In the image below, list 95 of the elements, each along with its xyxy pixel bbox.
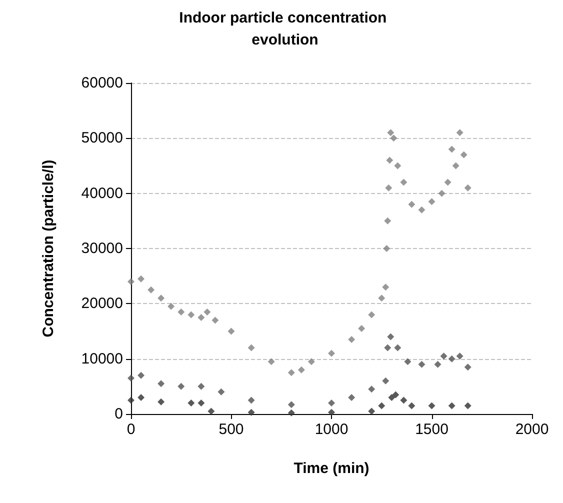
point	[434, 360, 442, 368]
point	[368, 408, 376, 415]
point	[448, 355, 456, 362]
y-tick-label: 40000	[81, 184, 123, 202]
point	[138, 394, 145, 401]
y-tick-label: 50000	[81, 130, 123, 147]
y-axis-title: Concentration (particle/l)	[40, 160, 57, 338]
point	[128, 374, 134, 382]
x-tick-label: 2000	[515, 421, 549, 438]
point	[394, 162, 402, 170]
point	[404, 358, 412, 366]
point	[440, 352, 448, 360]
point	[378, 402, 386, 410]
point	[383, 245, 390, 252]
point	[448, 146, 456, 153]
y-tick-label: 30000	[81, 240, 123, 257]
point	[460, 151, 468, 158]
point	[288, 401, 295, 408]
chart-title: Indoor particle concentration evolution	[179, 10, 391, 48]
point	[400, 178, 408, 186]
point	[218, 388, 225, 396]
point	[188, 311, 195, 318]
point	[456, 352, 464, 360]
point	[138, 275, 145, 282]
point	[178, 308, 185, 316]
point	[298, 366, 305, 374]
point	[188, 399, 195, 406]
point	[387, 333, 394, 340]
point	[394, 344, 402, 352]
point	[428, 198, 436, 206]
point	[390, 134, 398, 142]
point	[208, 408, 215, 415]
point	[248, 408, 255, 416]
point	[178, 382, 185, 390]
point	[400, 396, 408, 404]
y-tick-label: 0	[114, 406, 123, 422]
x-tick-label: 1000	[314, 421, 348, 438]
point	[168, 302, 175, 310]
point	[128, 396, 134, 404]
point	[212, 316, 219, 324]
point	[382, 284, 390, 291]
point	[158, 294, 165, 302]
point	[198, 382, 205, 390]
point	[448, 402, 456, 410]
point	[158, 380, 165, 388]
point	[228, 328, 235, 335]
point	[328, 408, 335, 416]
point	[452, 162, 460, 170]
y-tick-label: 20000	[81, 295, 123, 312]
x-tick-label: 500	[218, 421, 244, 438]
point	[358, 324, 366, 332]
y-tick-label: 10000	[81, 350, 123, 368]
point	[198, 314, 205, 321]
point	[444, 178, 452, 186]
point	[288, 369, 295, 376]
point	[268, 358, 275, 366]
point	[387, 129, 394, 136]
point	[464, 364, 472, 371]
y-tick-label: 60000	[81, 74, 123, 92]
point	[128, 278, 134, 286]
point	[368, 386, 376, 393]
point	[388, 394, 396, 401]
point	[464, 184, 472, 192]
point	[348, 394, 356, 401]
point	[428, 402, 436, 410]
point	[308, 358, 315, 366]
point	[328, 350, 335, 357]
point	[456, 129, 464, 136]
point	[392, 391, 400, 398]
point	[384, 344, 392, 352]
point	[378, 294, 386, 302]
point	[158, 398, 165, 406]
point	[248, 344, 255, 352]
point	[348, 336, 356, 344]
point	[138, 372, 145, 379]
point	[382, 377, 390, 384]
point	[204, 308, 211, 316]
point	[464, 402, 472, 410]
point	[148, 286, 155, 294]
point	[368, 311, 376, 318]
point	[288, 409, 295, 416]
point	[385, 184, 392, 192]
point	[438, 190, 446, 197]
point	[408, 200, 416, 208]
point	[408, 402, 416, 410]
point	[384, 217, 392, 224]
x-tick-label: 1500	[415, 421, 448, 438]
point	[198, 399, 205, 406]
point	[248, 396, 255, 404]
point	[328, 399, 335, 406]
point	[418, 360, 426, 368]
x-tick-label: 0	[126, 421, 136, 438]
point	[386, 156, 394, 164]
point	[418, 206, 426, 214]
x-axis-title: Time (min)	[294, 460, 370, 477]
